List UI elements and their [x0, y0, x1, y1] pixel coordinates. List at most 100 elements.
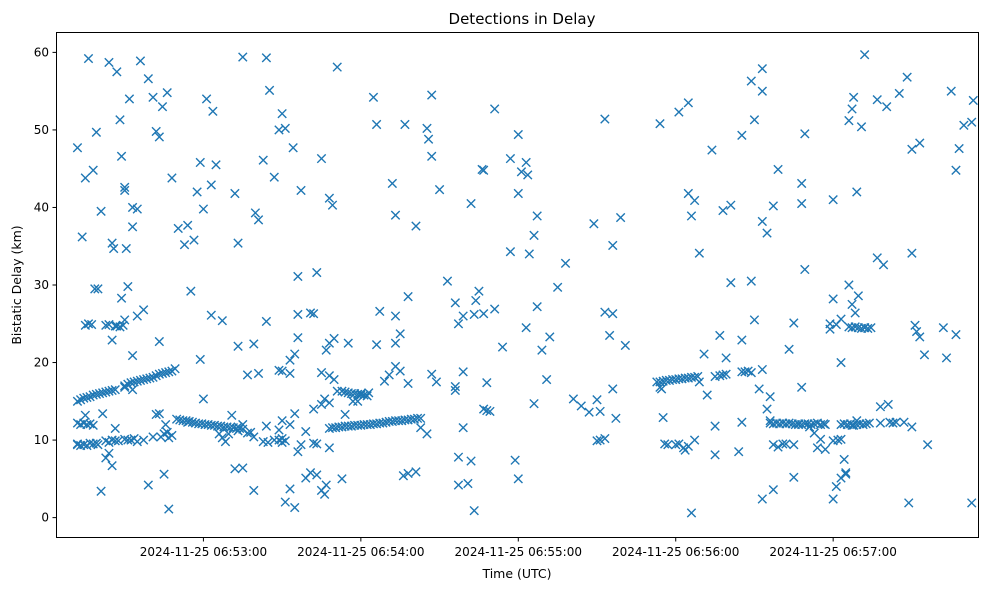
data-point [145, 373, 155, 383]
data-point [749, 115, 760, 125]
data-point [329, 333, 339, 344]
data-point [523, 170, 533, 180]
data-point [371, 340, 382, 350]
data-point [513, 474, 523, 484]
data-point [379, 376, 390, 386]
data-point [179, 239, 190, 250]
data-point [721, 353, 731, 363]
data-point [529, 230, 539, 241]
data-point [754, 384, 764, 394]
data-point [422, 429, 432, 439]
y-tick-label: 0 [41, 511, 49, 525]
data-point [390, 338, 401, 348]
data-point [242, 370, 253, 380]
data-point [847, 104, 857, 114]
data-point [107, 460, 117, 471]
plot-area-frame [56, 32, 979, 538]
data-point [375, 306, 385, 317]
data-point [872, 94, 882, 105]
data-point [576, 401, 586, 411]
data-point [757, 86, 768, 96]
data-point [796, 198, 807, 209]
data-point [162, 88, 172, 98]
data-point [707, 145, 717, 155]
data-point [485, 406, 495, 417]
data-point [82, 392, 92, 403]
data-point [288, 143, 298, 153]
data-point [715, 330, 725, 341]
data-point [227, 410, 237, 420]
data-point [513, 129, 523, 140]
data-point [888, 418, 898, 428]
data-point [96, 206, 106, 217]
y-tick-label: 10 [34, 433, 49, 447]
data-point [938, 322, 949, 333]
data-point [280, 123, 290, 134]
data-point [836, 357, 846, 368]
data-point [902, 72, 912, 82]
data-point [116, 293, 127, 303]
data-point [521, 322, 531, 333]
data-point [694, 248, 705, 258]
data-point [332, 62, 342, 72]
data-point [316, 399, 327, 410]
data-point [589, 219, 599, 229]
data-point [316, 367, 327, 378]
data-point [620, 340, 631, 351]
data-point [242, 428, 253, 438]
data-point [233, 422, 243, 432]
data-point [96, 486, 106, 496]
data-point [489, 104, 500, 114]
data-point [423, 134, 434, 144]
data-point [967, 498, 977, 508]
data-point [773, 442, 783, 452]
data-point [910, 320, 920, 331]
data-point [658, 412, 668, 423]
data-point [261, 421, 272, 431]
data-point [233, 426, 243, 436]
data-point [592, 395, 602, 405]
x-tick-label: 2024-11-25 06:54:00 [297, 545, 424, 559]
data-points [72, 50, 978, 518]
data-point [765, 415, 775, 426]
data-point [600, 114, 610, 124]
data-point [72, 440, 83, 450]
data-point [148, 92, 158, 103]
data-point [88, 165, 98, 175]
data-point [305, 467, 316, 478]
data-point [120, 185, 130, 196]
data-point [762, 228, 772, 238]
data-point [915, 138, 925, 148]
data-point [878, 260, 889, 270]
data-point [505, 153, 516, 164]
data-point [101, 320, 111, 331]
data-point [356, 388, 366, 399]
data-point [689, 435, 700, 445]
data-point [853, 291, 864, 301]
data-point [757, 216, 768, 227]
data-point [353, 396, 363, 407]
data-point [238, 52, 248, 62]
data-point [97, 409, 108, 419]
data-point [859, 322, 870, 333]
data-point [127, 350, 138, 361]
data-point [600, 433, 610, 444]
data-point [478, 165, 489, 175]
data-point [127, 384, 138, 395]
data-point [115, 115, 125, 125]
data-point [516, 167, 527, 177]
data-point [453, 452, 464, 462]
data-point [293, 447, 303, 457]
data-point [321, 345, 331, 355]
data-point [384, 370, 394, 380]
data-point [211, 160, 221, 170]
data-point [398, 471, 409, 481]
data-point [954, 143, 964, 154]
data-point [201, 94, 212, 104]
data-point [138, 305, 149, 315]
x-tick-label: 2024-11-25 06:53:00 [140, 545, 267, 559]
data-point [891, 417, 901, 427]
data-point [915, 332, 925, 342]
data-point [148, 432, 158, 442]
data-point [312, 267, 322, 278]
